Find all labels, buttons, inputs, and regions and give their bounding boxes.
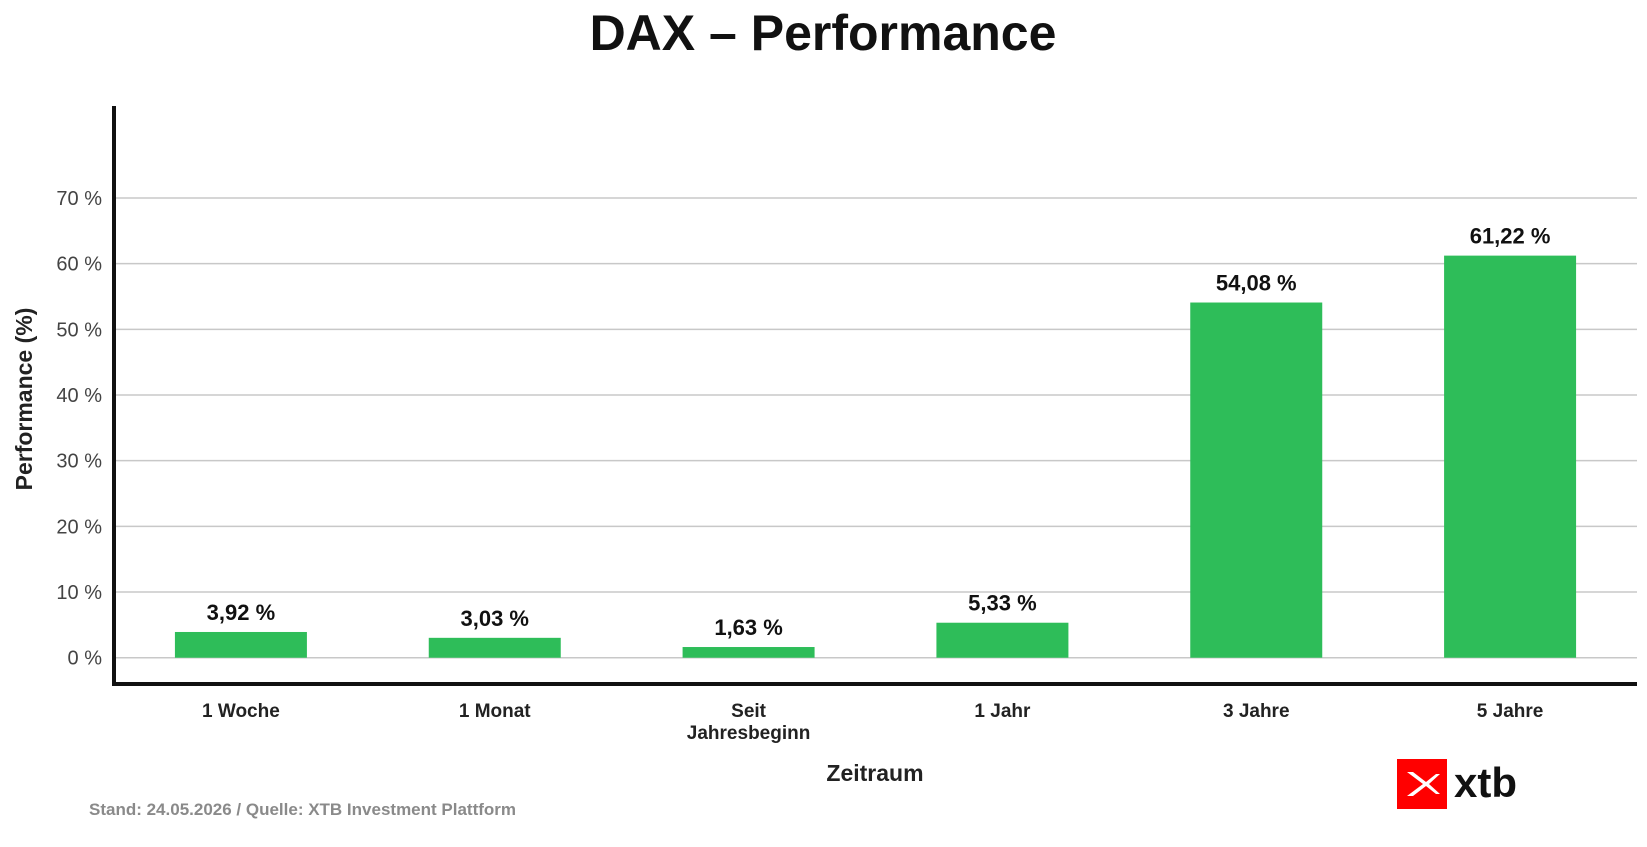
bar: [1444, 255, 1577, 658]
x-axis-ticks: 1 Woche 1 Monat Seit Jahresbeginn 1 Jahr 3 Ja…: [202, 701, 1543, 744]
x-tick-label: 5 Jahre: [1477, 701, 1544, 722]
x-tick-label: 1 Monat: [459, 701, 531, 722]
data-label: 3,92 %: [207, 600, 276, 625]
bar: [1190, 302, 1323, 658]
data-label: 1,63 %: [714, 615, 783, 640]
gridlines: [114, 197, 1637, 659]
y-tick-label: 60 %: [56, 254, 102, 276]
x-axis-label: Zeitraum: [826, 760, 923, 786]
x-tick-label: 3 Jahre: [1223, 701, 1290, 722]
bar: [936, 622, 1069, 658]
xtb-logo-icon: [1397, 759, 1447, 809]
data-label: 54,08 %: [1216, 271, 1297, 296]
bar: [174, 631, 307, 658]
y-axis-ticks: 0 % 10 % 20 % 30 % 40 % 50 % 60 % 70 %: [56, 188, 102, 670]
bars: [174, 255, 1577, 658]
source-note: Stand: 24.05.2026 / Quelle: XTB Investme…: [89, 800, 516, 819]
x-tick-label: 1 Woche: [202, 701, 280, 722]
y-tick-label: 70 %: [56, 188, 102, 210]
data-labels: 3,92 % 3,03 % 1,63 % 5,33 % 54,08 % 61,22 %: [207, 224, 1551, 640]
data-label: 3,03 %: [461, 606, 530, 631]
y-tick-label: 50 %: [56, 319, 102, 341]
bar: [428, 637, 561, 658]
data-label: 5,33 %: [968, 591, 1037, 616]
data-label: 61,22 %: [1470, 224, 1551, 249]
y-tick-label: 20 %: [56, 516, 102, 538]
y-tick-label: 40 %: [56, 385, 102, 407]
xtb-logo: xtb: [1397, 759, 1517, 809]
bar: [682, 647, 815, 658]
x-tick-label: 1 Jahr: [974, 701, 1031, 722]
x-tick-label: Seit Jahresbeginn: [687, 701, 811, 744]
y-axis-label: Performance (%): [11, 308, 37, 491]
xtb-logo-text: xtb: [1454, 759, 1517, 806]
y-tick-label: 30 %: [56, 451, 102, 473]
y-tick-label: 10 %: [56, 582, 102, 604]
chart-title: DAX – Performance: [590, 5, 1057, 61]
y-tick-label: 0 %: [68, 648, 103, 670]
